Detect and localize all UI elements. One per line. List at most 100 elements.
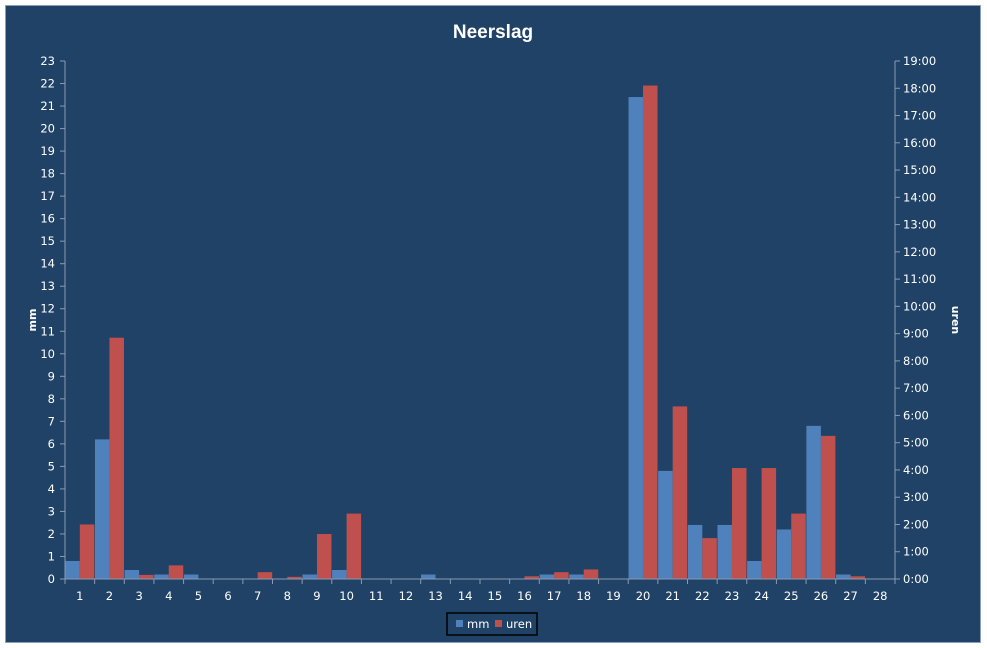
x-tick-label: 6 [224,589,231,603]
y-left-tick-label: 5 [48,459,55,473]
bar-mm-5 [183,574,199,579]
bar-mm-24 [747,560,762,579]
x-tick-label: 3 [135,589,142,603]
y-right-tick-label: 19:00 [903,54,936,68]
y-left-tick-label: 13 [40,279,55,293]
legend-label-uren: uren [506,617,532,631]
y-left-tick-label: 11 [40,324,55,338]
x-tick-label: 12 [399,589,414,603]
y-right-tick-label: 0:00 [903,572,929,586]
bar-uren-27 [850,576,866,579]
x-tick-label: 26 [814,589,829,603]
y-left-tick-label: 10 [40,347,55,361]
legend-box [446,612,538,636]
bar-mm-25 [776,529,792,579]
bar-uren-23 [731,468,747,579]
bar-uren-21 [672,406,688,579]
bar-uren-17 [554,572,569,579]
y-right-tick-label: 17:00 [903,109,936,123]
y-left-tick-label: 22 [40,77,55,91]
chart-frame: Neerslag mm uren 0 1 2 3 4 5 6 7 8 9 10 11 12 13 14 15 1… [5,5,981,643]
x-tick-label: 17 [547,589,562,603]
bar-mm-9 [302,574,317,579]
bar-mm-17 [539,574,555,579]
chart-title: Neerslag [453,22,533,43]
y-right-tick-label: 1:00 [903,545,929,559]
y-right-tick-label: 7:00 [903,381,929,395]
y-right-tick-label: 16:00 [903,136,936,150]
x-tick-label: 15 [488,589,503,603]
bar-mm-10 [332,569,347,579]
bar-uren-20 [643,85,658,580]
bar-uren-1 [79,524,95,579]
y-left-tick-label: 6 [48,437,55,451]
bar-mm-23 [717,524,732,579]
bar-uren-3 [139,574,154,579]
y-right-tick-label: 18:00 [903,81,936,95]
bar-mm-3 [124,569,140,579]
y-right-tick-label: 13:00 [903,218,936,232]
x-tick-label: 9 [313,589,320,603]
y-right-tick-label: 2:00 [903,517,929,531]
y-left-tick-label: 0 [48,572,55,586]
y-right-tick-label: 15:00 [903,163,936,177]
ticks-group: 012345678910111213141516171819202122230:… [40,54,936,603]
y-left-tick-label: 9 [48,369,55,383]
y-right-tick-label: 3:00 [903,490,929,504]
y-left-tick-label: 15 [40,234,55,248]
y-left-tick-label: 14 [40,257,55,271]
y-left-tick-label: 23 [40,54,55,68]
x-tick-label: 19 [606,589,621,603]
x-tick-label: 11 [369,589,384,603]
bar-uren-26 [820,435,836,579]
y-right-tick-label: 10:00 [903,299,936,313]
x-tick-label: 24 [754,589,769,603]
legend-swatch-uren [495,620,502,627]
y-left-tick-label: 16 [40,212,55,226]
x-tick-label: 28 [873,589,888,603]
x-tick-label: 25 [784,589,799,603]
y-left-tick-label: 3 [48,504,55,518]
x-tick-label: 22 [695,589,710,603]
bar-uren-18 [583,569,599,579]
bar-mm-21 [658,470,673,579]
bar-uren-25 [791,513,806,579]
bar-mm-20 [628,97,644,579]
bar-mm-22 [687,524,703,579]
legend: mm uren [446,612,538,636]
y-left-tick-label: 4 [48,482,55,496]
x-tick-label: 10 [339,589,354,603]
x-tick-label: 4 [165,589,172,603]
bar-uren-8 [287,576,302,579]
y-right-tick-label: 9:00 [903,327,929,341]
bar-uren-4 [168,565,184,579]
bar-uren-2 [109,337,124,579]
legend-label-mm: mm [467,617,489,631]
bar-mm-13 [421,574,436,579]
x-tick-label: 8 [284,589,291,603]
y-right-tick-label: 4:00 [903,463,929,477]
y-left-tick-label: 20 [40,122,55,136]
x-tick-label: 16 [517,589,532,603]
y-left-tick-label: 8 [48,392,55,406]
x-tick-label: 21 [665,589,680,603]
y-left-tick-label: 18 [40,167,55,181]
bar-mm-27 [836,574,851,579]
bars-group [65,85,866,580]
bar-uren-24 [761,468,777,579]
x-tick-label: 14 [458,589,473,603]
x-tick-label: 13 [428,589,443,603]
y-left-tick-label: 1 [48,549,55,563]
x-tick-label: 1 [76,589,83,603]
y-left-tick-label: 2 [48,527,55,541]
y-axis-left-label: mm [26,309,39,332]
x-tick-label: 5 [195,589,202,603]
bar-uren-9 [316,534,332,579]
y-right-tick-label: 6:00 [903,408,929,422]
bar-uren-16 [524,576,539,579]
bar-mm-26 [806,425,821,579]
bar-mm-18 [569,574,584,579]
legend-swatch-mm [456,620,463,627]
x-tick-label: 7 [254,589,261,603]
y-left-tick-label: 12 [40,302,55,316]
